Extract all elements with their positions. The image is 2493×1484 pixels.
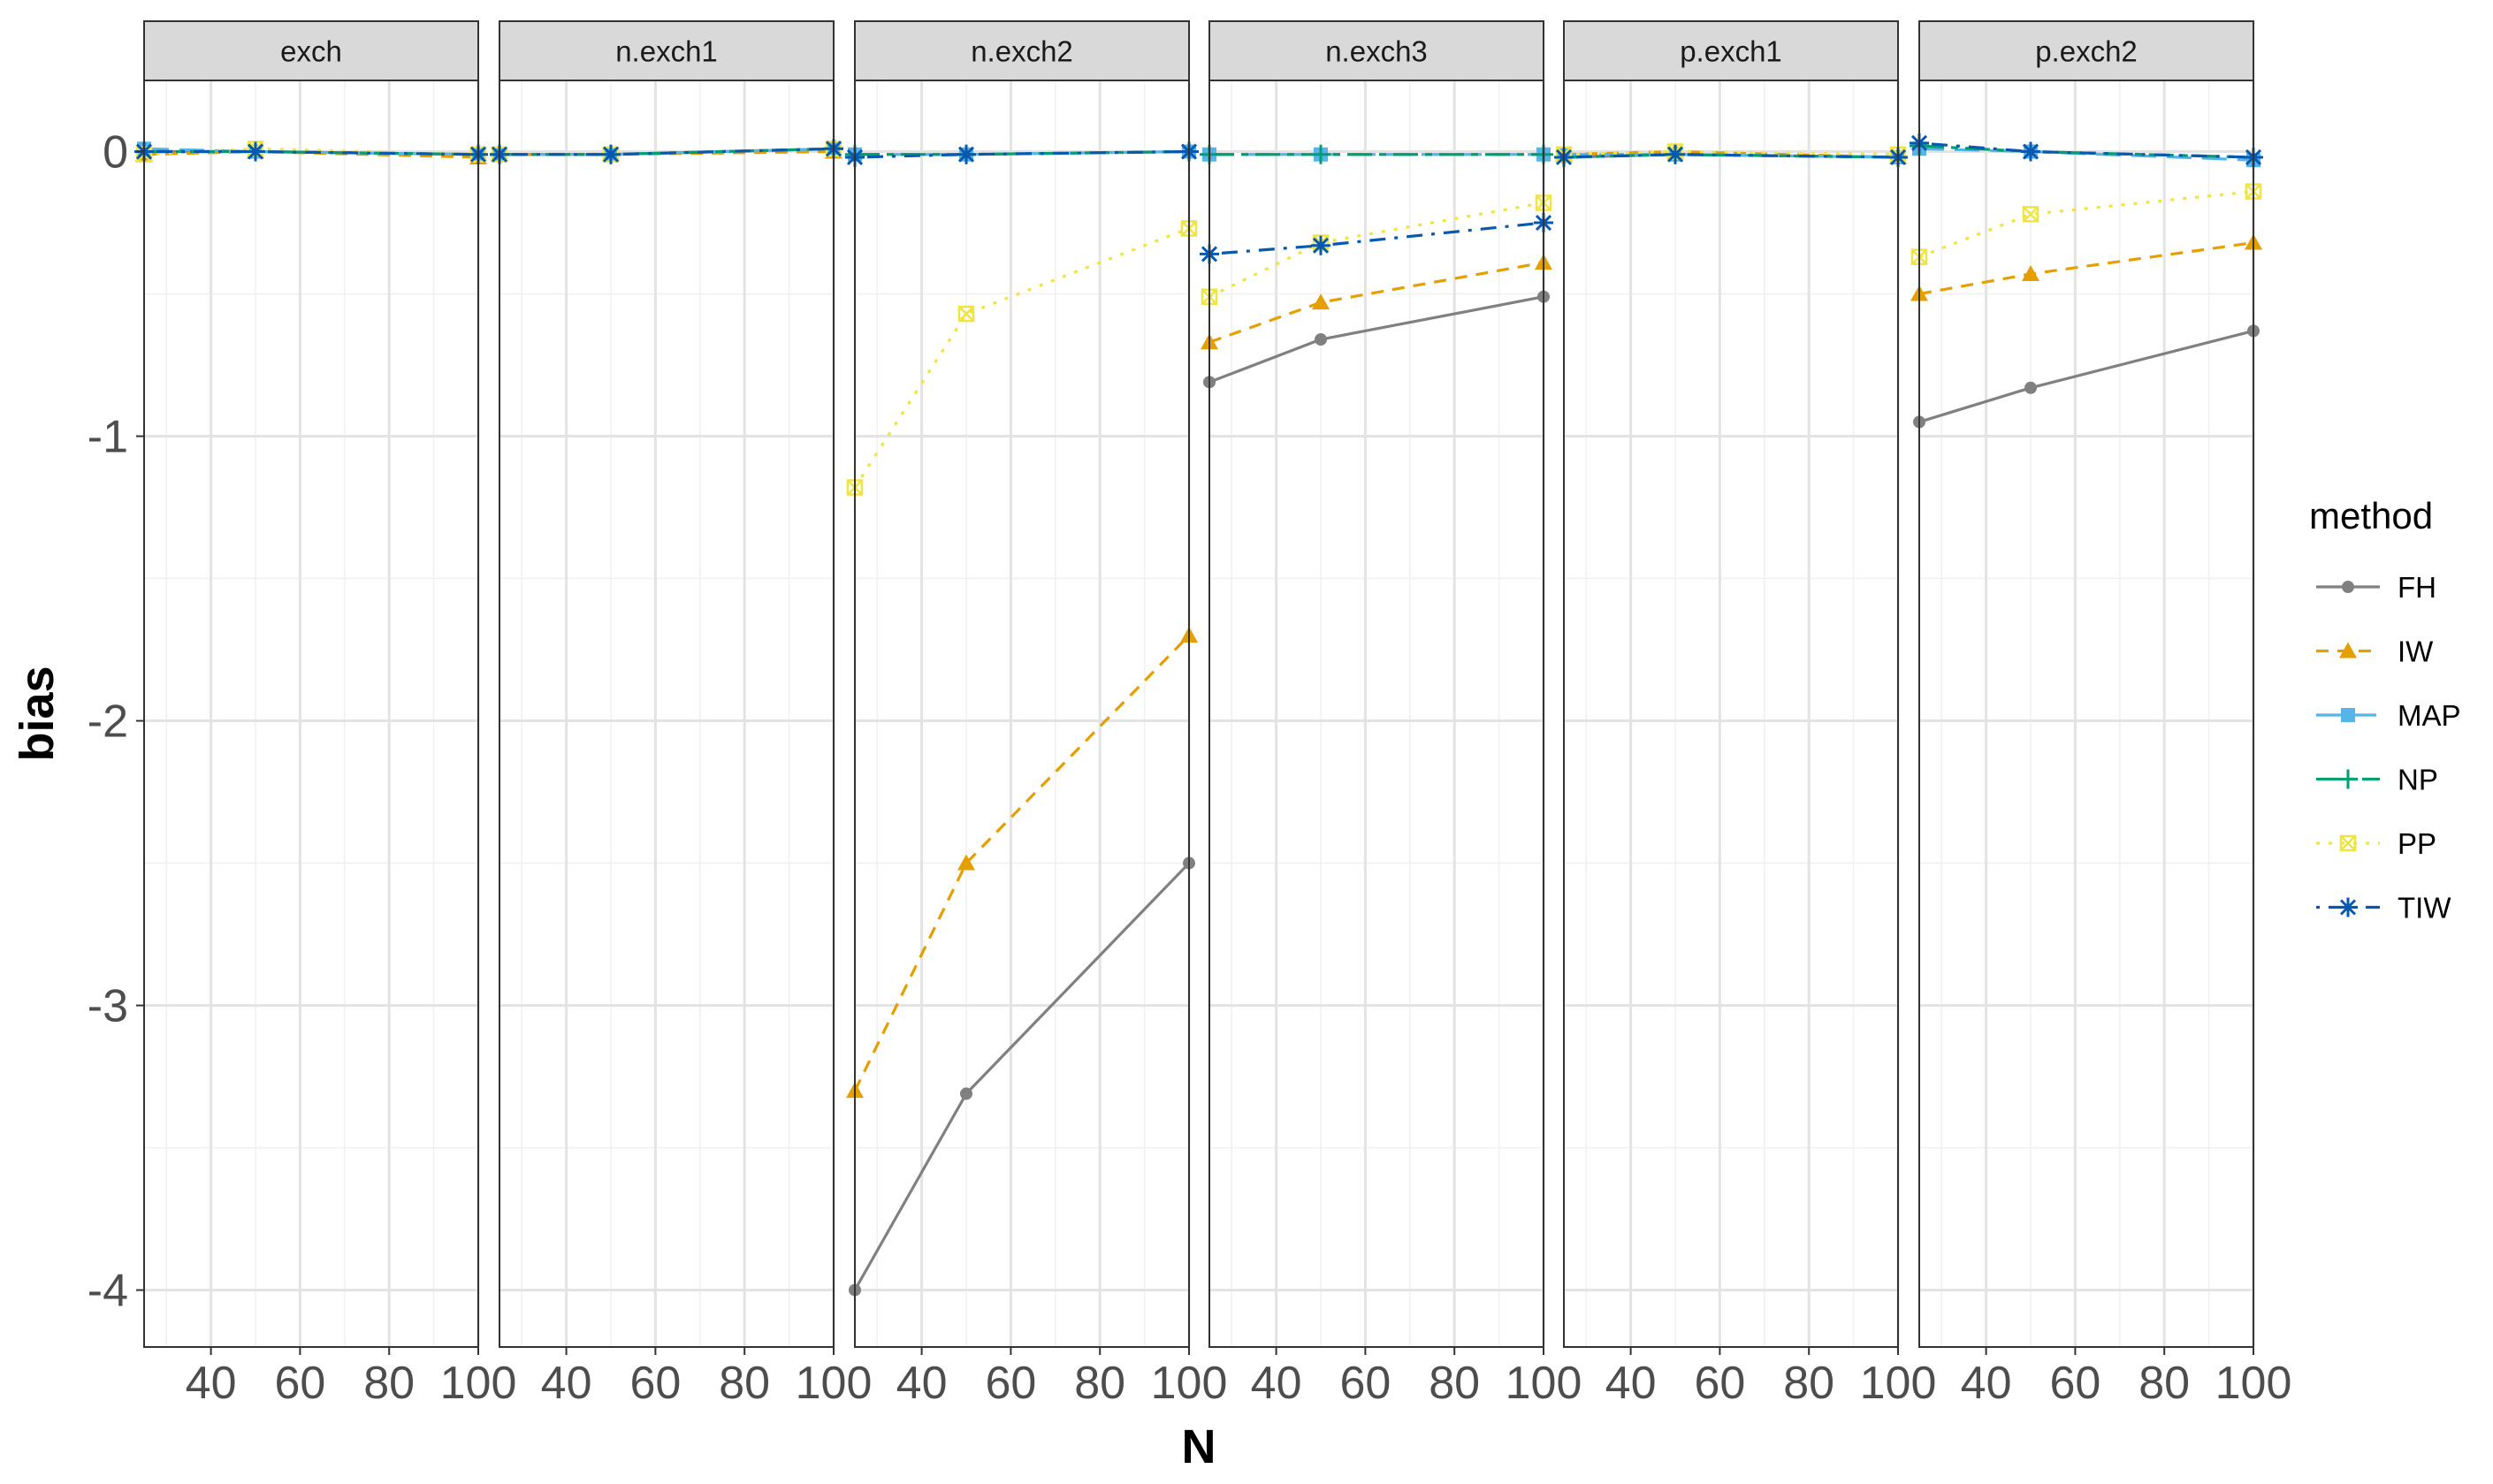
- y-tick-label: -2: [88, 696, 128, 748]
- data-point-TIW: [601, 144, 621, 164]
- legend-label: PP: [2398, 827, 2436, 860]
- legend-item-NP: NP: [2316, 764, 2438, 796]
- legend-label: FH: [2398, 571, 2436, 604]
- facet-strip: [143, 20, 479, 81]
- legend-item-FH: FH: [2316, 571, 2436, 604]
- data-point-NP: [1311, 144, 1330, 164]
- data-point-PP: [2022, 206, 2039, 223]
- facet-strip-label: exch: [280, 35, 342, 68]
- x-tick-label: 40: [1251, 1358, 1302, 1409]
- x-tick-label: 60: [985, 1358, 1036, 1409]
- data-point-FH: [1315, 333, 1327, 346]
- panel-background: [1919, 80, 2253, 1347]
- x-tick-label: 60: [274, 1358, 325, 1409]
- panel-background: [499, 80, 834, 1347]
- x-tick-label: 40: [186, 1358, 237, 1409]
- facet-panel-p.exch1: p.exch1 40 60 80 100: [1554, 20, 1937, 1409]
- legend: method FH IW MAP NP PP TIW: [2309, 495, 2461, 925]
- facet-strip-label: p.exch2: [2035, 35, 2138, 68]
- facet-strip-label: n.exch3: [1325, 35, 1428, 68]
- series-line-PP: [1918, 189, 2254, 259]
- y-tick-label: -3: [88, 981, 128, 1032]
- panel-border: [1563, 80, 1899, 1348]
- panel-background: [1564, 80, 1898, 1347]
- x-tick-label: 80: [719, 1358, 770, 1409]
- facet-strip: [1918, 20, 2254, 81]
- data-point-FH: [960, 1087, 972, 1100]
- data-point-IW: [1312, 293, 1330, 310]
- x-tick-label: 100: [2215, 1358, 2292, 1409]
- panel-background: [855, 80, 1189, 1347]
- y-tick-label: 0: [103, 127, 128, 179]
- x-tick-label: 40: [1961, 1358, 2012, 1409]
- data-point-TIW: [1311, 235, 1330, 255]
- x-tick-label: 80: [1783, 1358, 1834, 1409]
- legend-key-marker: [2338, 769, 2358, 789]
- facet-panel-n.exch1: n.exch1 40 60 80 100: [490, 20, 873, 1409]
- facet-strip: [1208, 20, 1544, 81]
- facet-panel-p.exch2: p.exch2 40 60 80 100: [1910, 20, 2292, 1409]
- x-tick-label: 100: [1506, 1358, 1582, 1409]
- x-tick-label: 100: [1860, 1358, 1937, 1409]
- facet-panel-n.exch2: n.exch2 40 60 80 100: [845, 20, 1228, 1409]
- x-tick-label: 100: [1151, 1358, 1228, 1409]
- facet-strip-label: p.exch1: [1680, 35, 1782, 68]
- legend-item-MAP: MAP: [2316, 699, 2461, 732]
- x-tick-label: 80: [363, 1358, 415, 1409]
- x-tick-label: 40: [896, 1358, 948, 1409]
- facet-strip: [854, 20, 1190, 81]
- facet-strip: [499, 20, 835, 81]
- panel-border: [1208, 80, 1544, 1348]
- legend-item-TIW: TIW: [2316, 892, 2451, 925]
- facet-panel-n.exch3: n.exch3 40 60 80 100: [1200, 20, 1582, 1409]
- panel-border: [1918, 80, 2254, 1348]
- data-point-TIW: [246, 141, 265, 162]
- data-point-FH: [2024, 381, 2037, 394]
- legend-label: TIW: [2398, 892, 2451, 925]
- legend-key-marker: [2338, 897, 2358, 917]
- x-tick-label: 80: [1429, 1358, 1480, 1409]
- data-point-IW: [2022, 264, 2039, 281]
- facet-strip-label: n.exch2: [971, 35, 1073, 68]
- legend-item-IW: IW: [2316, 635, 2434, 668]
- facet-panel-exch: exch 40 60 80 100: [134, 20, 517, 1409]
- legend-label: MAP: [2398, 699, 2461, 732]
- x-tick-label: 100: [796, 1358, 873, 1409]
- data-point-TIW: [1666, 144, 1685, 164]
- panel-border: [499, 80, 835, 1348]
- panel-background: [1209, 80, 1544, 1347]
- legend-title: method: [2309, 495, 2433, 537]
- x-axis-title: N: [1182, 1420, 1216, 1473]
- x-tick-label: 60: [1339, 1358, 1391, 1409]
- legend-key-marker: [2339, 642, 2357, 658]
- x-tick-label: 60: [629, 1358, 681, 1409]
- x-tick-label: 100: [440, 1358, 517, 1409]
- panel-background: [144, 80, 478, 1347]
- y-tick-label: -4: [88, 1266, 128, 1317]
- panel-border: [143, 80, 479, 1348]
- data-point-TIW: [2021, 141, 2040, 162]
- data-point-TIW: [957, 144, 976, 164]
- x-tick-label: 40: [541, 1358, 592, 1409]
- data-point-PP: [957, 305, 975, 323]
- legend-key-marker: [2342, 581, 2354, 593]
- legend-key-marker: [2341, 708, 2355, 722]
- x-tick-label: 40: [1605, 1358, 1657, 1409]
- facet-strip-label: n.exch1: [615, 35, 718, 68]
- x-tick-label: 80: [1074, 1358, 1125, 1409]
- legend-label: NP: [2398, 764, 2438, 796]
- legend-key-marker: [2339, 834, 2357, 852]
- x-tick-label: 60: [1694, 1358, 1745, 1409]
- legend-label: IW: [2398, 635, 2434, 668]
- x-tick-label: 80: [2138, 1358, 2190, 1409]
- y-axis-title: bias: [11, 666, 64, 761]
- y-tick-label: -1: [88, 412, 128, 463]
- x-tick-label: 60: [2049, 1358, 2100, 1409]
- legend-item-PP: PP: [2316, 827, 2436, 860]
- panel-border: [854, 80, 1190, 1348]
- data-point-IW: [957, 854, 975, 871]
- facet-strip: [1563, 20, 1899, 81]
